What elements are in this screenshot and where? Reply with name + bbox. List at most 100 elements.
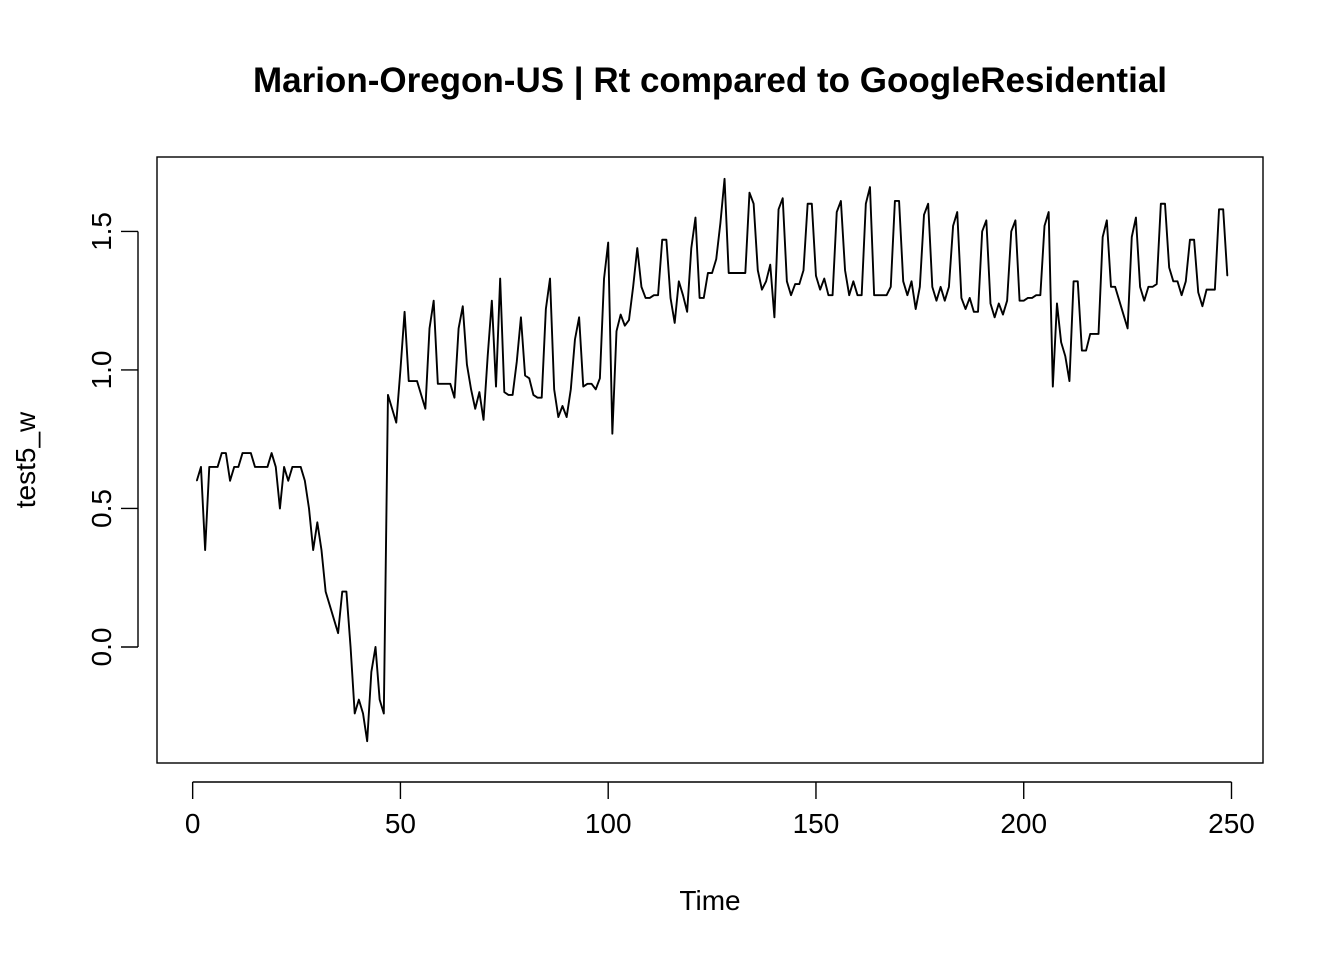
data-point: [196, 480, 198, 482]
data-point: [266, 466, 269, 468]
data-point: [578, 316, 580, 318]
data-point: [428, 327, 431, 330]
y-axis: 0.0 0.5 1.0 1.5: [86, 212, 139, 666]
data-point: [383, 712, 385, 715]
data-point: [1139, 286, 1141, 288]
data-point: [524, 374, 526, 377]
data-point: [229, 480, 231, 482]
data-point: [354, 712, 356, 715]
data-point: [1143, 300, 1145, 302]
x-tick-label: 100: [585, 808, 632, 839]
data-point: [1077, 280, 1079, 282]
data-point: [1056, 302, 1058, 305]
data-point: [208, 466, 210, 468]
data-point: [300, 466, 302, 468]
data-point: [246, 452, 248, 454]
x-axis: 0 50 100 150 200 250: [185, 781, 1255, 839]
data-point: [312, 549, 314, 551]
data-point: [225, 452, 227, 454]
data-point: [549, 277, 551, 280]
data-point: [366, 740, 368, 742]
data-point: [329, 604, 331, 607]
data-point: [474, 408, 476, 410]
data-point: [341, 590, 343, 593]
data-point: [777, 208, 780, 210]
data-point: [802, 269, 805, 271]
data-point: [960, 297, 963, 299]
data-point: [964, 308, 967, 310]
data-point: [915, 308, 917, 310]
data-point: [1218, 208, 1220, 210]
data-point: [890, 286, 892, 288]
data-point: [831, 294, 834, 296]
series-points: [196, 178, 1228, 742]
data-point: [1201, 305, 1204, 307]
data-point: [956, 211, 958, 213]
data-point: [325, 590, 327, 593]
data-point: [715, 258, 717, 260]
data-point: [1035, 294, 1037, 296]
data-point: [503, 391, 505, 393]
data-point: [345, 590, 348, 593]
data-point: [403, 311, 406, 313]
data-point: [453, 397, 456, 399]
data-point: [512, 394, 514, 396]
data-point: [262, 466, 264, 468]
data-point: [482, 419, 485, 421]
data-point: [241, 452, 244, 454]
data-point: [1114, 286, 1116, 288]
data-point: [491, 300, 493, 302]
data-point: [873, 294, 875, 296]
data-point: [1089, 333, 1091, 335]
data-point: [1081, 349, 1083, 352]
data-point: [615, 330, 618, 332]
data-point: [865, 203, 867, 205]
data-point: [690, 247, 692, 249]
data-point: [707, 272, 709, 274]
data-point: [445, 383, 447, 385]
data-point: [424, 408, 426, 410]
data-point: [349, 646, 352, 648]
data-point: [391, 408, 393, 410]
data-point: [923, 214, 925, 216]
data-point: [212, 466, 215, 468]
data-point: [1147, 286, 1149, 288]
data-point: [632, 286, 634, 288]
data-point: [379, 699, 381, 701]
data-point: [437, 383, 439, 385]
data-point: [1193, 239, 1195, 241]
data-point: [462, 305, 464, 307]
data-point: [1106, 219, 1108, 221]
data-point: [520, 316, 522, 318]
data-point: [1118, 300, 1120, 302]
data-point: [1160, 203, 1162, 205]
x-tick-label: 150: [793, 808, 840, 839]
data-point: [948, 286, 950, 288]
x-axis-label: Time: [679, 885, 740, 916]
data-point: [732, 272, 734, 274]
data-point: [370, 671, 372, 673]
data-point: [761, 289, 763, 291]
data-point: [528, 377, 530, 379]
data-point: [1068, 380, 1071, 382]
data-point: [723, 178, 726, 180]
data-point: [989, 302, 992, 305]
data-point: [1185, 280, 1187, 282]
data-point: [786, 280, 788, 282]
data-point: [981, 230, 983, 233]
data-point: [848, 294, 850, 296]
chart-title: Marion-Oregon-US | Rt compared to Google…: [253, 61, 1167, 100]
data-point: [728, 272, 730, 274]
data-point: [1222, 208, 1224, 210]
data-point: [1226, 275, 1228, 277]
data-point: [283, 466, 285, 468]
data-point: [1205, 289, 1208, 291]
data-point: [1064, 355, 1066, 357]
data-point: [362, 712, 364, 715]
data-point: [1164, 203, 1166, 205]
data-point: [703, 297, 705, 299]
data-point: [807, 203, 809, 205]
data-point: [586, 383, 589, 385]
data-point: [744, 272, 746, 274]
